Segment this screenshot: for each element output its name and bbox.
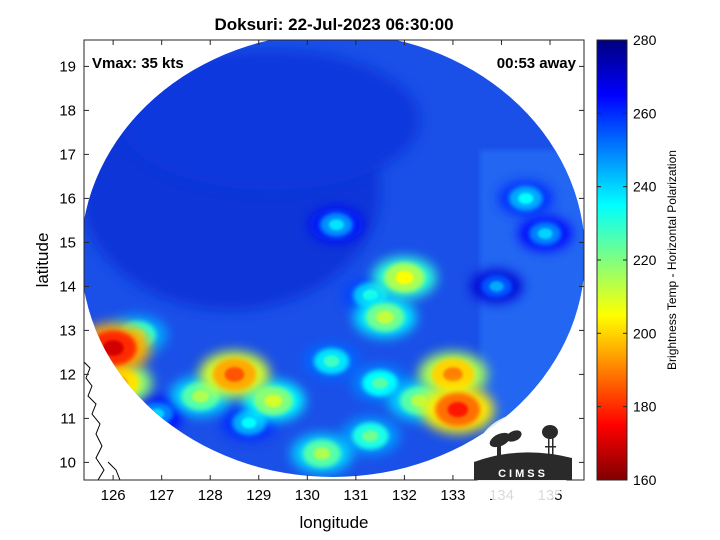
logo-text: CIMSS	[498, 468, 548, 480]
vmax-annotation: Vmax: 35 kts	[92, 55, 184, 72]
feature-core	[518, 193, 533, 204]
time-annotation: 00:53 away	[497, 55, 577, 72]
feature-core	[443, 367, 462, 381]
feature-core	[329, 219, 344, 230]
x-tick-label: 126	[101, 487, 126, 504]
x-tick-label: 132	[392, 487, 417, 504]
feature-core	[265, 394, 283, 407]
feature-core	[313, 447, 330, 460]
x-tick-label: 129	[246, 487, 271, 504]
chart-title: Doksuri: 22-Jul-2023 06:30:00	[214, 15, 453, 34]
x-axis-label: longitude	[299, 513, 368, 532]
colorbar-tick-label: 180	[633, 399, 657, 415]
y-axis-label: latitude	[33, 233, 52, 288]
feature-core	[362, 430, 378, 442]
y-tick-label: 17	[59, 146, 76, 163]
x-tick-label: 133	[440, 487, 465, 504]
x-tick-label: 127	[149, 487, 174, 504]
y-tick-label: 12	[59, 366, 76, 383]
x-tick-label: 131	[343, 487, 368, 504]
feature-core	[538, 228, 553, 239]
feature-core	[395, 271, 413, 284]
y-tick-label: 19	[59, 58, 76, 75]
feature-core	[324, 355, 340, 367]
colorbar-tick-label: 220	[633, 252, 657, 268]
colorbar-label: Brightness Temp - Horizontal Polarizatio…	[665, 150, 679, 370]
colorbar-tick-label: 160	[633, 472, 657, 488]
feature-core	[372, 377, 388, 389]
colorbar-tick-label: 200	[633, 325, 657, 341]
feature-core	[225, 367, 245, 382]
x-tick-label: 128	[198, 487, 223, 504]
feature-core	[448, 402, 468, 417]
colorbar-tick-label: 280	[633, 32, 657, 48]
colorbar	[597, 40, 627, 480]
x-tick-label: 130	[295, 487, 320, 504]
y-tick-label: 16	[59, 190, 76, 207]
y-tick-label: 10	[59, 454, 76, 471]
y-tick-label: 11	[60, 410, 76, 427]
feature-core	[241, 417, 256, 428]
colorbar-tick-label: 260	[633, 105, 657, 121]
feature-core	[376, 311, 393, 324]
feature-core	[192, 390, 209, 403]
feature-core	[489, 281, 503, 291]
colorbar-tick-label: 240	[633, 179, 657, 195]
y-tick-label: 14	[59, 278, 76, 295]
y-tick-label: 18	[59, 102, 76, 119]
y-tick-label: 13	[59, 322, 76, 339]
y-tick-label: 15	[59, 234, 76, 251]
